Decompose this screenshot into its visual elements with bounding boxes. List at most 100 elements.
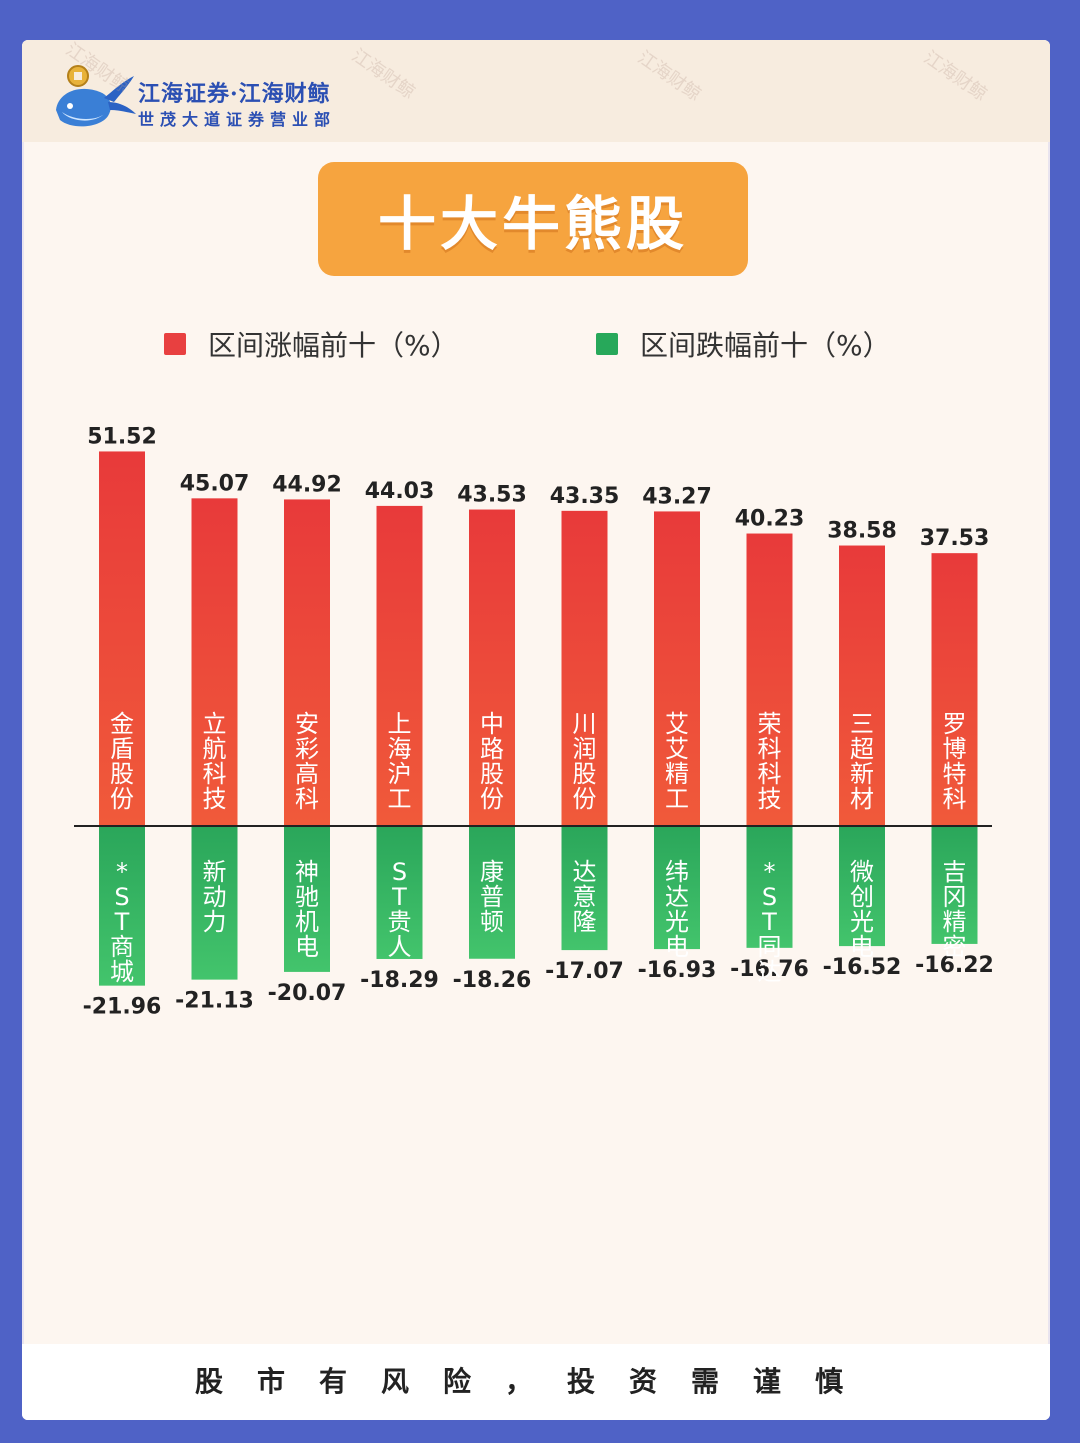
category-label-char: 立 — [203, 710, 227, 738]
category-label-char: 股 — [573, 760, 597, 788]
category-label-char: 罗 — [943, 710, 967, 738]
category-label-char: 达 — [758, 958, 782, 986]
category-label-char: 川 — [573, 710, 597, 738]
category-label-char: 航 — [203, 735, 227, 763]
category-label-char: 金 — [110, 710, 134, 738]
category-label-char: 精 — [665, 760, 689, 788]
category-label-char: 驰 — [295, 883, 319, 911]
bar-down — [469, 826, 515, 959]
category-label-char: 博 — [943, 735, 967, 763]
bar-down — [284, 826, 330, 972]
category-label-char: 三 — [850, 710, 874, 738]
value-label-down: -16.93 — [638, 958, 717, 983]
category-label-char: 科 — [203, 760, 227, 788]
category-label-char: 科 — [943, 785, 967, 813]
category-label-char: 海 — [388, 735, 412, 763]
value-label-down: -21.13 — [175, 989, 254, 1014]
value-label-up: 37.53 — [920, 526, 990, 551]
category-label-char: T — [391, 883, 407, 911]
value-label-down: -17.07 — [545, 959, 624, 984]
category-label-char: 彩 — [295, 735, 319, 763]
bar-down — [376, 826, 423, 959]
value-label-up: 43.35 — [550, 484, 620, 509]
category-label-char: 路 — [480, 735, 504, 763]
category-label-char: 力 — [203, 908, 227, 936]
category-label-char: 微 — [850, 858, 874, 886]
category-label-char: 商 — [110, 933, 134, 961]
category-label-char: 股 — [110, 760, 134, 788]
category-label-char: 纬 — [665, 858, 689, 886]
category-label-char: S — [114, 883, 129, 911]
category-label-char: 特 — [943, 760, 967, 788]
category-label-char: 顿 — [480, 908, 504, 936]
category-label-char: 新 — [203, 858, 227, 886]
brand-line2: 世茂大道证券营业部 — [138, 110, 337, 129]
category-label-char: 冈 — [943, 883, 967, 911]
category-label-char: 科 — [758, 760, 782, 788]
category-label-char: 贵 — [388, 908, 412, 936]
category-label-char: 意 — [573, 883, 597, 911]
page-title: 十大牛熊股 — [377, 190, 688, 258]
bar-up — [99, 451, 145, 826]
category-label-char: 动 — [203, 883, 227, 911]
category-label-char: 艾 — [665, 710, 689, 738]
bar-down — [99, 826, 145, 986]
footer-band — [22, 1344, 1050, 1420]
bar-up — [931, 553, 978, 826]
category-label-char: 安 — [295, 710, 319, 738]
category-label-char: 份 — [573, 785, 597, 813]
category-label-char: 同 — [758, 933, 782, 961]
category-label-char: * — [764, 858, 776, 886]
category-label-char: 技 — [758, 785, 782, 813]
category-label-char: 荣 — [758, 710, 782, 738]
bars-up — [99, 451, 978, 826]
value-label-up: 51.52 — [87, 424, 157, 449]
category-label-char: 股 — [480, 760, 504, 788]
bar-down — [561, 826, 608, 951]
bar-down — [746, 826, 793, 948]
category-label-char: 电 — [665, 933, 689, 961]
category-label-char: 吉 — [943, 858, 967, 886]
bull-bear-bar-chart: 51.52金盾股份45.07立航科技44.92安彩高科44.03上海沪工43.5… — [74, 424, 994, 1020]
value-label-up: 44.92 — [272, 472, 342, 497]
category-label-char: 普 — [480, 883, 504, 911]
bar-down — [839, 826, 885, 947]
category-label-char: S — [392, 858, 407, 886]
bars-down — [99, 826, 978, 986]
category-label-char: 光 — [665, 908, 689, 936]
whale-logo-icon — [56, 65, 136, 127]
category-label-char: S — [762, 883, 777, 911]
value-label-up: 43.53 — [457, 483, 527, 508]
category-label-char: 材 — [850, 785, 874, 813]
category-label-char: * — [116, 858, 128, 886]
category-label-char: 创 — [850, 883, 874, 911]
category-label-char: 城 — [110, 958, 134, 986]
category-label-down: 康普顿 — [480, 858, 504, 936]
category-label-char: 新 — [850, 760, 874, 788]
category-label-char: T — [761, 908, 777, 936]
bar-up — [561, 510, 608, 826]
category-label-char: 康 — [480, 858, 504, 886]
legend-up-swatch — [164, 333, 186, 355]
bar-up — [469, 509, 515, 826]
category-label-char: 隆 — [573, 908, 597, 936]
bar-down — [191, 826, 238, 980]
risk-disclaimer: 股市有风险，投资需谨慎 — [194, 1365, 877, 1398]
bar-up — [191, 498, 238, 826]
category-label-down: 新动力 — [203, 858, 227, 936]
bar-up — [284, 499, 330, 826]
category-label-char: 超 — [850, 735, 874, 763]
